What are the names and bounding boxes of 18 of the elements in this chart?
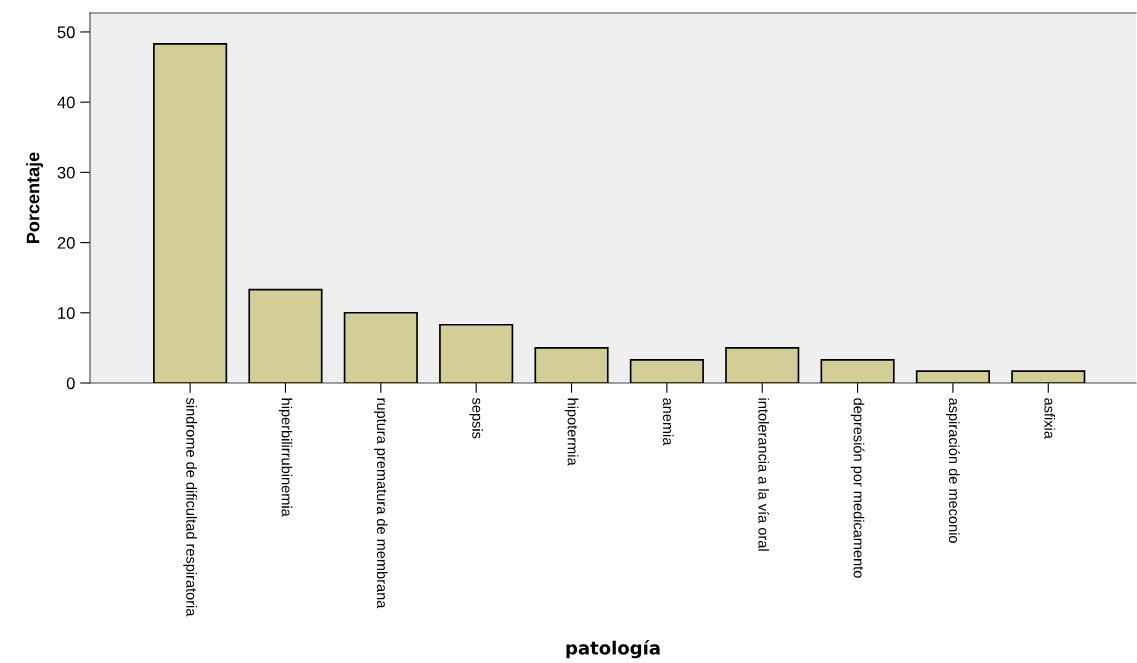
x-axis-title: patología — [566, 640, 660, 659]
x-tick-label: hiperbilirrubinemia — [278, 398, 293, 517]
x-tick-label: aspiración de meconio — [946, 398, 960, 543]
y-tick-label: 10 — [58, 307, 75, 319]
x-tick-label: ruptura prematura de membrana — [374, 398, 388, 609]
x-tick-label: intolerancia a la vía oral — [758, 398, 770, 551]
y-tick-label: 30 — [57, 166, 75, 179]
y-tick-label: 50 — [57, 26, 75, 39]
x-tick-label: depresión por medicamento — [850, 398, 865, 578]
x-tick-label: asfixia — [1044, 398, 1056, 439]
y-tick-label: 20 — [57, 236, 75, 249]
y-tick-label: 0 — [66, 377, 75, 390]
y-tick-label: 40 — [57, 96, 75, 109]
x-tick-label: hipotermia — [564, 398, 579, 466]
x-tick-label: sepsis — [469, 397, 483, 439]
x-tick-label: sindrome de dificultad respiratoria — [183, 397, 197, 617]
x-tick-label: anemia — [662, 398, 674, 446]
y-axis-title: Porcentaje — [26, 152, 43, 243]
